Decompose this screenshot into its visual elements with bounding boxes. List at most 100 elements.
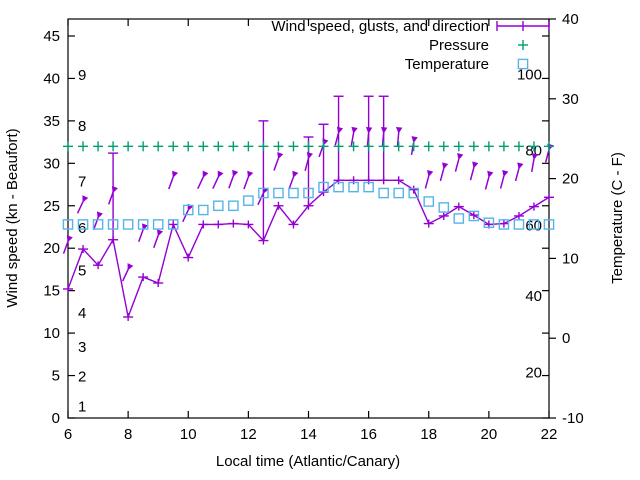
y-tick-label-right: -10 (562, 410, 584, 427)
wind-direction-arrow (153, 235, 159, 248)
wind-direction-arrow (531, 153, 539, 161)
wind-direction-arrow (499, 175, 505, 189)
wind-direction-arrow (142, 223, 149, 231)
temperature-point (438, 202, 450, 213)
wind-direction-arrow (66, 235, 73, 243)
wind-direction-arrow (411, 136, 418, 144)
wind-direction-arrow (517, 162, 524, 170)
temperature-point (528, 219, 540, 230)
x-axis-title: Local time (Atlantic/Canary) (216, 453, 400, 470)
wind-direction-arrow (380, 127, 388, 134)
wind-direction-arrow (442, 162, 449, 170)
y-tick-label-right: 20 (562, 171, 579, 188)
y-tick-label-left: 30 (43, 155, 60, 172)
beaufort-label: 4 (78, 305, 86, 322)
x-tick-label: 22 (541, 426, 558, 443)
wind-direction-arrow (157, 229, 164, 237)
wind-direction-arrow (138, 229, 144, 243)
temperature-point (393, 187, 404, 199)
wind-direction-arrow (306, 152, 313, 160)
y-tick-label-right: 40 (562, 11, 579, 28)
temperature-point (228, 200, 239, 212)
wind-direction-arrow (304, 158, 310, 171)
temperature-point (288, 187, 299, 199)
wind-direction-arrow (530, 158, 535, 173)
wind-direction-arrow (381, 132, 385, 146)
legend-label: Temperature (405, 56, 489, 73)
temperature-point (408, 187, 420, 199)
temperature-point (137, 219, 149, 230)
temperature-point (273, 187, 284, 199)
temperature-point (152, 219, 164, 230)
series-temperature (62, 181, 555, 230)
temperature-point (543, 219, 555, 230)
wind-direction-arrow (121, 269, 129, 282)
temperature-point (498, 219, 510, 230)
temperature-point (62, 219, 74, 230)
y-tick-label-left: 10 (43, 325, 60, 342)
wind-direction-arrow (202, 170, 209, 178)
x-tick-label: 6 (64, 426, 72, 443)
wind-direction-arrow (396, 132, 400, 146)
chart-legend: Wind speed, gusts, and direction Pressure… (271, 18, 550, 73)
wind-direction-arrow (76, 201, 84, 214)
wind-direction-arrow (336, 126, 344, 134)
beaufort-label: 2 (78, 369, 86, 386)
temperature-point (243, 195, 254, 206)
temperature-point (107, 219, 119, 230)
wind-direction-arrow (484, 176, 490, 190)
temperature-point (182, 204, 194, 216)
temperature-point (303, 187, 314, 199)
wind-direction-arrow (514, 168, 520, 182)
x-tick-label: 16 (360, 426, 377, 443)
beaufort-label: 9 (78, 67, 86, 84)
beaufort-label: 3 (78, 339, 86, 356)
x-tick-label: 14 (300, 426, 317, 443)
y-tick-label-right: 30 (562, 91, 579, 108)
y-tick-label-left: 15 (43, 283, 60, 300)
wind-direction-arrow (62, 241, 69, 254)
x-tick-label: 20 (481, 426, 498, 443)
x-tick-label: 8 (124, 426, 132, 443)
temperature-point (197, 204, 209, 216)
series-pressure (63, 141, 554, 152)
wind-direction-arrow (351, 126, 358, 134)
wind-direction-arrow (292, 170, 299, 178)
wind-direction-arrow (243, 176, 250, 190)
y-tick-label-left: 45 (43, 28, 60, 45)
wind-direction-arrow (82, 195, 89, 203)
wind-direction-arrow (197, 176, 204, 190)
wind-direction-arrow (487, 170, 494, 179)
y-axis-left-title: Wind speed (kn - Beaufort) (4, 128, 21, 307)
y-tick-label-left: 20 (43, 240, 60, 257)
wind-direction-arrow (544, 149, 550, 163)
wind-direction-arrow (427, 169, 434, 178)
y-tick-label-right: 0 (562, 330, 570, 347)
wind-direction-arrow (424, 175, 430, 189)
x-tick-label: 12 (240, 426, 257, 443)
x-tick-label: 18 (420, 426, 437, 443)
beaufort-label: 1 (78, 398, 86, 415)
legend-marker-temperature (517, 58, 529, 70)
wind-direction-arrow (182, 209, 189, 223)
wind-direction-arrow (277, 152, 284, 160)
wind-direction-arrow (457, 152, 464, 161)
x-axis-ticks: 6 8 10 12 14 16 18 20 22 (64, 19, 558, 443)
temperature-point (468, 210, 480, 222)
wind-direction-arrow (365, 127, 373, 134)
wind-direction-arrow (273, 157, 280, 171)
wind-direction-arrow (96, 211, 103, 219)
wind-direction-arrow (172, 170, 179, 178)
wind-direction-arrow (111, 185, 118, 194)
temperature-point (453, 213, 465, 224)
temperature-point (122, 219, 134, 230)
beaufort-label: 7 (78, 173, 86, 190)
wind-direction-arrow (107, 191, 114, 205)
wind-direction-arrow (334, 132, 340, 146)
wind-direction-arrow (469, 167, 475, 181)
fahrenheit-label: 40 (525, 288, 542, 305)
y-tick-label-right: 10 (562, 250, 579, 267)
y-tick-label-left: 35 (43, 113, 60, 130)
